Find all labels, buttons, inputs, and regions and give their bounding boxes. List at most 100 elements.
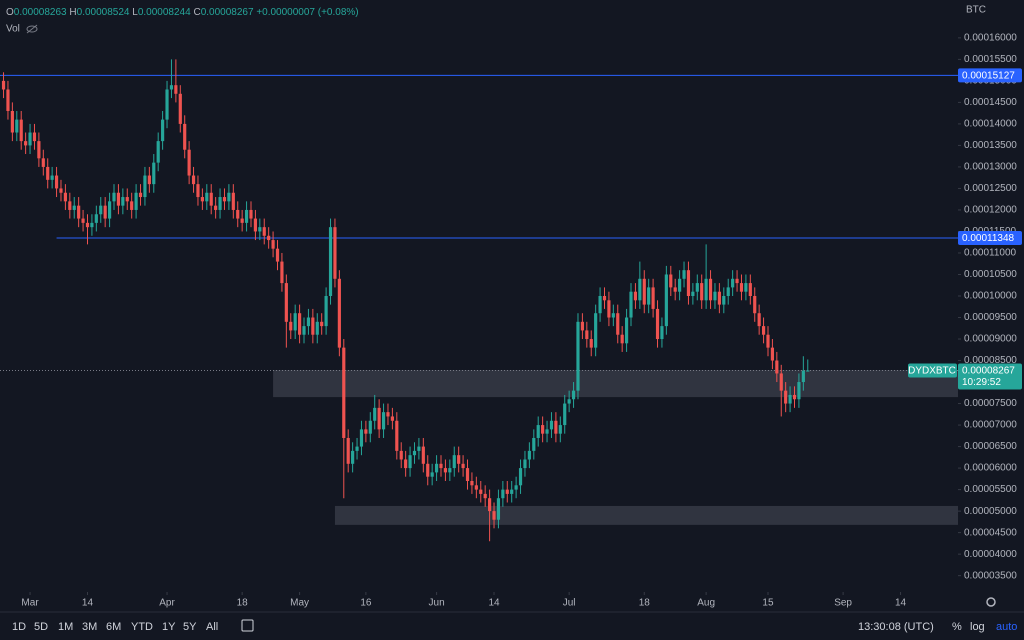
x-tick-label: Jun: [429, 598, 445, 609]
ohlc-legend: O0.00008263 H0.00008524 L0.00008244 C0.0…: [6, 7, 359, 18]
candle-body: [792, 394, 797, 400]
range-button[interactable]: 5D: [34, 621, 48, 633]
high-letter: H: [69, 7, 76, 18]
candle-body: [775, 360, 779, 374]
candle-body: [779, 373, 783, 391]
date-range-icon[interactable]: [241, 619, 254, 632]
candle-body: [169, 85, 174, 90]
candle-body: [655, 308, 660, 340]
range-button[interactable]: 6M: [106, 621, 121, 633]
candle-body: [527, 450, 531, 460]
candle-body: [726, 287, 730, 296]
candle-body: [461, 463, 465, 469]
candle-body: [302, 326, 306, 335]
candle-body: [28, 132, 32, 146]
candle-body: [1, 80, 6, 90]
level-price-tag: [958, 231, 1022, 246]
candle-body: [678, 278, 682, 292]
candle-body: [510, 489, 514, 494]
candle-body: [408, 455, 412, 469]
x-tick-label: Jul: [563, 598, 576, 609]
candle-body: [558, 425, 562, 434]
candle-body: [85, 222, 90, 228]
percent-toggle[interactable]: %: [952, 621, 962, 633]
candle-body: [651, 287, 655, 309]
range-button[interactable]: All: [206, 621, 218, 633]
candle-body: [147, 175, 151, 185]
candle-body: [788, 394, 792, 404]
candle-body: [501, 489, 505, 499]
y-tick-label: 0.00011000: [964, 248, 1017, 259]
auto-toggle[interactable]: auto: [996, 621, 1017, 633]
candle-body: [191, 175, 196, 185]
x-tick-label: 18: [237, 598, 249, 609]
candle-body: [713, 291, 717, 301]
x-tick-label: Apr: [159, 598, 175, 609]
range-button[interactable]: 3M: [82, 621, 97, 633]
candle-body: [165, 89, 169, 120]
candle-body: [505, 489, 509, 494]
candle-body: [753, 296, 757, 314]
candle-body: [399, 450, 403, 460]
candle-body: [54, 175, 59, 189]
support-zone: [273, 370, 959, 398]
x-tick-label: 15: [762, 598, 774, 609]
candle-body: [112, 192, 116, 202]
candle-body: [328, 227, 333, 296]
candle-body: [686, 270, 691, 296]
eye-icon[interactable]: [26, 24, 38, 34]
candle-body: [72, 205, 76, 210]
volume-label[interactable]: Vol: [6, 24, 20, 35]
candle-body: [200, 197, 204, 202]
candle-body: [448, 468, 452, 473]
y-tick-label: 0.00007500: [964, 398, 1017, 409]
y-tick-label: 0.00015500: [964, 54, 1017, 65]
candle-body: [426, 463, 430, 477]
settings-icon[interactable]: [986, 597, 996, 607]
x-tick-label: 14: [895, 598, 907, 609]
candle-body: [492, 511, 496, 520]
candle-body: [267, 235, 271, 241]
candle-body: [320, 321, 324, 327]
current-price-label: 0.00008267: [962, 366, 1015, 377]
low-value: 0.00008244: [138, 7, 191, 18]
candle-body: [638, 278, 642, 301]
candle-body: [386, 412, 390, 417]
candle-body: [620, 334, 624, 344]
open-letter: O: [6, 7, 14, 18]
candle-body: [161, 119, 165, 142]
y-tick-label: 0.00016000: [964, 33, 1017, 44]
candle-body: [443, 468, 448, 473]
range-button[interactable]: YTD: [131, 621, 153, 633]
candle-body: [757, 313, 761, 327]
level-price-label: 0.00011348: [962, 233, 1015, 244]
range-button[interactable]: 5Y: [183, 621, 197, 633]
candle-body: [15, 119, 19, 133]
candle-body: [373, 407, 377, 421]
candle-body: [77, 205, 81, 219]
candle-body: [240, 218, 244, 223]
candle-body: [452, 455, 456, 469]
log-toggle[interactable]: log: [970, 621, 985, 633]
range-button[interactable]: 1M: [58, 621, 73, 633]
candle-body: [107, 201, 112, 219]
range-button[interactable]: 1D: [12, 621, 26, 633]
candle-body: [514, 485, 518, 490]
candle-body: [748, 283, 752, 296]
range-button[interactable]: 1Y: [162, 621, 176, 633]
candle-body: [417, 446, 421, 451]
candle-body: [337, 278, 341, 348]
candle-body: [806, 370, 810, 372]
candle-body: [567, 399, 571, 404]
candle-body: [32, 132, 37, 142]
candle-body: [222, 197, 227, 202]
candle-body: [744, 283, 748, 292]
candle-body: [554, 420, 558, 434]
candle-body: [541, 425, 545, 434]
candle-body: [801, 370, 805, 383]
candle-body: [156, 141, 160, 163]
y-tick-label: 0.00005000: [964, 506, 1017, 517]
currency-label[interactable]: BTC: [966, 5, 986, 16]
